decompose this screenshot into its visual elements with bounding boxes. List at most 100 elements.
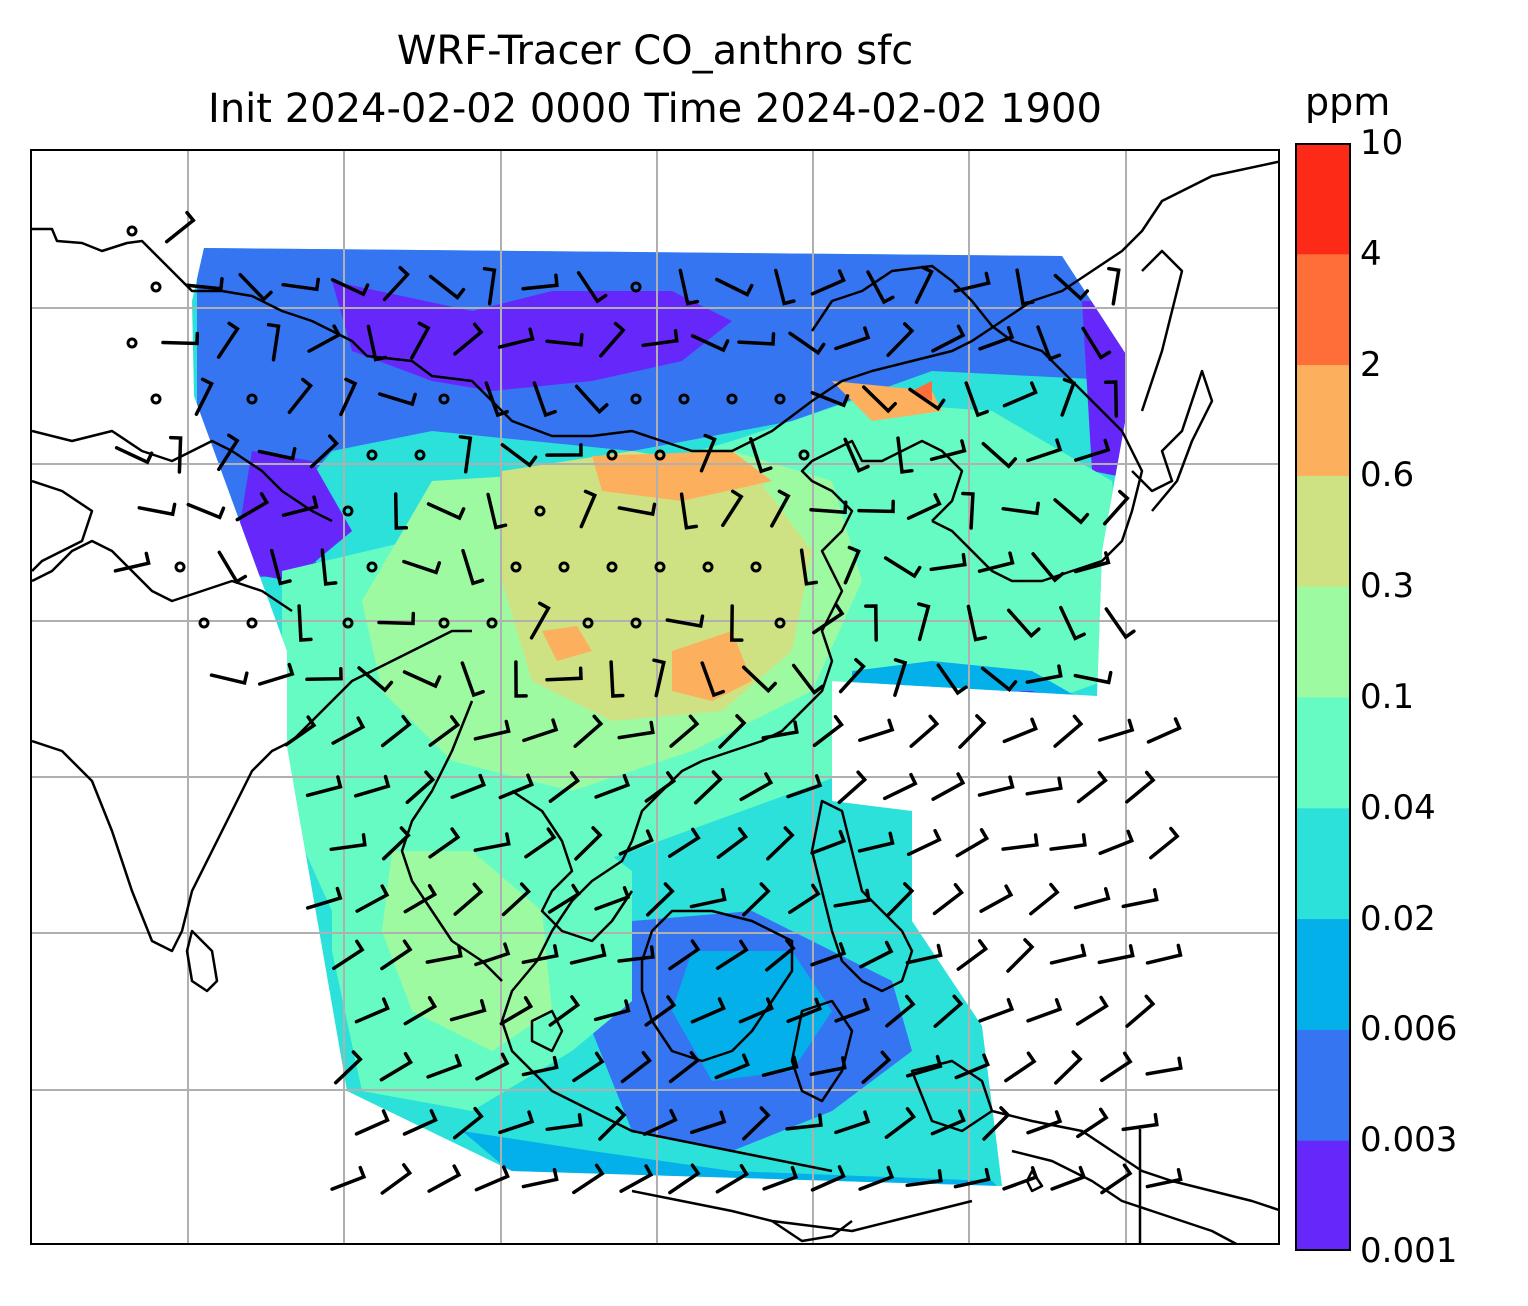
wind-barb xyxy=(669,714,700,748)
wind-barb xyxy=(1031,552,1065,583)
wind-barb xyxy=(1107,266,1121,306)
wind-barb xyxy=(393,492,409,530)
wind-barb xyxy=(1001,501,1040,516)
wind-barb xyxy=(774,268,796,306)
colorbar-tick-label: 0.1 xyxy=(1360,677,1415,717)
wind-barb xyxy=(499,996,534,1026)
colorbar-block xyxy=(1295,918,1351,1030)
wind-barb xyxy=(576,271,608,304)
wind-barb xyxy=(114,446,154,465)
wind-barb xyxy=(810,942,847,967)
wind-barb xyxy=(981,441,1018,469)
wind-barb xyxy=(668,1050,700,1084)
wind-barb xyxy=(1125,994,1156,1028)
colorbar-block xyxy=(1295,1140,1351,1251)
wind-barb xyxy=(715,939,749,970)
calm-wind-circle xyxy=(438,617,450,629)
wind-barb xyxy=(380,1163,413,1195)
wind-barb xyxy=(402,559,442,575)
field-northeast-0.001 xyxy=(1082,301,1127,481)
coastline-timor xyxy=(771,1219,853,1243)
calm-wind-circles xyxy=(126,225,810,629)
calm-wind-circle xyxy=(486,617,498,629)
wind-barb xyxy=(843,545,861,585)
wind-barb xyxy=(979,884,1014,913)
wind-barb xyxy=(1025,776,1063,796)
coastline-philippines xyxy=(810,799,914,993)
wind-barb xyxy=(833,888,871,908)
wind-barb xyxy=(812,603,845,635)
wind-barb xyxy=(761,1055,799,1077)
calm-wind-circle xyxy=(750,561,762,573)
wind-barb xyxy=(838,657,866,694)
wind-barb xyxy=(474,1165,510,1192)
wind-barb xyxy=(428,715,461,747)
wind-barb xyxy=(522,718,559,743)
wind-barb xyxy=(715,1163,750,1194)
wind-barb xyxy=(521,1055,559,1077)
colorbar-tick-label: 0.04 xyxy=(1360,787,1436,828)
chart-subtitle: Init 2024-02-02 0000 Time 2024-02-02 190… xyxy=(208,86,1102,132)
wind-barb xyxy=(353,774,391,798)
wind-barb xyxy=(858,718,895,742)
wind-barb xyxy=(741,665,777,694)
wind-barb xyxy=(521,944,559,965)
wind-barb xyxy=(498,773,534,800)
wind-barb xyxy=(209,671,249,686)
wind-barb xyxy=(1026,1110,1063,1135)
wind-barb xyxy=(594,773,631,799)
wind-barb xyxy=(932,882,964,916)
calm-wind-circle xyxy=(246,617,258,629)
wind-barb xyxy=(514,660,528,698)
wind-barb xyxy=(1002,381,1038,408)
wind-barb xyxy=(679,492,699,530)
wind-barb xyxy=(473,719,511,741)
calm-wind-circle xyxy=(342,617,354,629)
wind-barb xyxy=(380,939,413,971)
wind-barb xyxy=(665,614,705,629)
wind-barb xyxy=(529,601,551,640)
wind-barb xyxy=(909,714,940,748)
colorbar-tick-label: 0.3 xyxy=(1360,566,1415,607)
wind-barb xyxy=(449,999,487,1022)
colorbar-block xyxy=(1295,1029,1351,1141)
wind-barb xyxy=(1049,943,1087,965)
calm-wind-circle xyxy=(510,561,522,573)
colorbar xyxy=(1295,143,1351,1251)
wind-barb xyxy=(886,322,915,357)
wind-barb xyxy=(1098,718,1135,742)
wind-barb xyxy=(905,1169,943,1188)
coastline-new-guinea-south xyxy=(1011,1149,1238,1243)
wind-barb xyxy=(788,331,826,356)
wind-barb xyxy=(500,443,538,468)
wind-barb xyxy=(377,392,417,407)
wind-barb xyxy=(305,775,343,798)
wind-barb xyxy=(281,495,319,517)
wind-barb xyxy=(450,773,487,799)
wind-barb xyxy=(380,714,412,748)
wind-barb xyxy=(762,1165,799,1191)
coastline-japan xyxy=(1131,369,1214,512)
wind-barb xyxy=(547,883,581,914)
wind-barb xyxy=(403,884,438,914)
calm-wind-circle xyxy=(558,561,570,573)
wind-barb xyxy=(884,1107,917,1139)
wind-barb xyxy=(355,884,390,913)
wind-barb xyxy=(217,550,248,584)
wind-barb xyxy=(977,551,1015,573)
wind-barb xyxy=(977,775,1015,797)
wind-barb xyxy=(929,552,967,572)
chart-title: WRF-Tracer CO_anthro sfc xyxy=(396,28,914,74)
wind-barb xyxy=(501,882,531,917)
wind-barb xyxy=(885,994,916,1028)
wind-barb xyxy=(497,327,535,349)
wind-barb xyxy=(929,439,967,462)
wind-barb xyxy=(307,324,342,353)
coastline-north-border xyxy=(32,160,1278,453)
wind-barb xyxy=(1125,770,1156,804)
wind-barb xyxy=(893,658,908,697)
wind-barb xyxy=(1081,326,1112,360)
calm-wind-circle xyxy=(198,617,210,629)
wind-barb xyxy=(1050,1165,1087,1191)
wind-barb xyxy=(572,1163,605,1195)
